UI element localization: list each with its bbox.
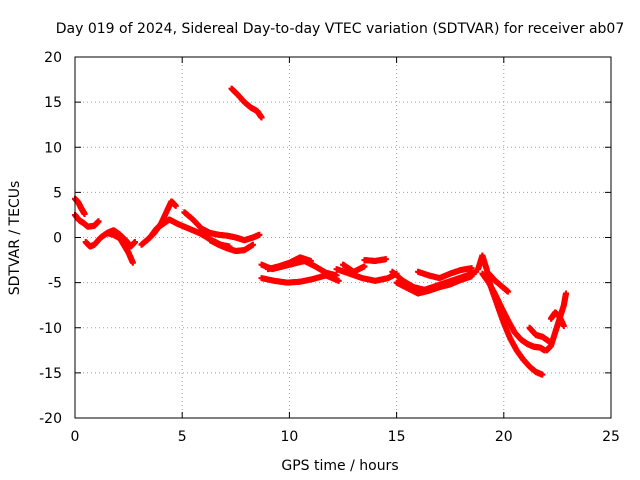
series-arc-22 bbox=[526, 324, 552, 345]
grid bbox=[75, 57, 611, 418]
series-arc-4 bbox=[104, 227, 139, 250]
x-tick-label: 15 bbox=[388, 429, 406, 445]
y-tick-label: 20 bbox=[44, 50, 62, 66]
x-axis-label: GPS time / hours bbox=[281, 458, 398, 474]
y-tick-label: 0 bbox=[53, 231, 62, 247]
data-point bbox=[307, 257, 314, 264]
data-point bbox=[382, 256, 389, 263]
data-point bbox=[505, 288, 512, 295]
series-arc-17 bbox=[393, 273, 475, 297]
data-point bbox=[361, 263, 368, 270]
data-point bbox=[132, 239, 139, 246]
x-tick-label: 5 bbox=[178, 429, 187, 445]
data-point bbox=[129, 259, 136, 266]
y-tick-label: -5 bbox=[48, 276, 62, 292]
data-point bbox=[258, 114, 265, 121]
series-arc-2 bbox=[72, 211, 102, 230]
series-arc-9 bbox=[228, 85, 265, 121]
data-point bbox=[539, 371, 546, 378]
y-tick-label: 15 bbox=[44, 95, 62, 111]
data-point bbox=[560, 322, 567, 329]
chart-title: Day 019 of 2024, Sidereal Day-to-day VTE… bbox=[56, 21, 625, 37]
series-arc-12 bbox=[264, 254, 314, 273]
series-arc-14 bbox=[340, 261, 368, 275]
series-arc-23 bbox=[543, 290, 569, 354]
y-tick-label: 10 bbox=[44, 140, 62, 156]
series-arc-19 bbox=[475, 252, 546, 378]
y-tick-label: -20 bbox=[39, 411, 62, 427]
data-point bbox=[562, 290, 569, 297]
series-arc-8 bbox=[207, 237, 256, 255]
data-points bbox=[72, 85, 569, 378]
data-point bbox=[468, 265, 475, 272]
series-arc-15 bbox=[361, 256, 389, 264]
y-tick-label: -10 bbox=[39, 321, 62, 337]
y-tick-label: 5 bbox=[53, 185, 62, 201]
data-point bbox=[468, 273, 475, 280]
x-tick-label: 20 bbox=[495, 429, 513, 445]
series-arc-11 bbox=[258, 272, 342, 286]
data-point bbox=[95, 218, 102, 225]
series-arc-1 bbox=[72, 195, 88, 218]
y-axis-label: SDTVAR / TECUs bbox=[7, 181, 23, 296]
data-point bbox=[256, 231, 263, 238]
data-point bbox=[81, 211, 88, 218]
plot-frame bbox=[74, 56, 612, 419]
series-arc-3 bbox=[82, 229, 136, 266]
data-point bbox=[249, 241, 256, 248]
series-arc-21 bbox=[485, 270, 512, 295]
x-tick-label: 0 bbox=[71, 429, 80, 445]
series-arc-18 bbox=[415, 265, 475, 282]
y-tick-label: -15 bbox=[39, 366, 62, 382]
data-point bbox=[335, 277, 342, 284]
series-arc-7 bbox=[181, 209, 263, 244]
x-tick-label: 25 bbox=[602, 429, 620, 445]
x-tick-label: 10 bbox=[280, 429, 298, 445]
series-arc-24 bbox=[547, 309, 567, 329]
series-arc-13 bbox=[333, 266, 400, 284]
data-point bbox=[172, 202, 179, 209]
